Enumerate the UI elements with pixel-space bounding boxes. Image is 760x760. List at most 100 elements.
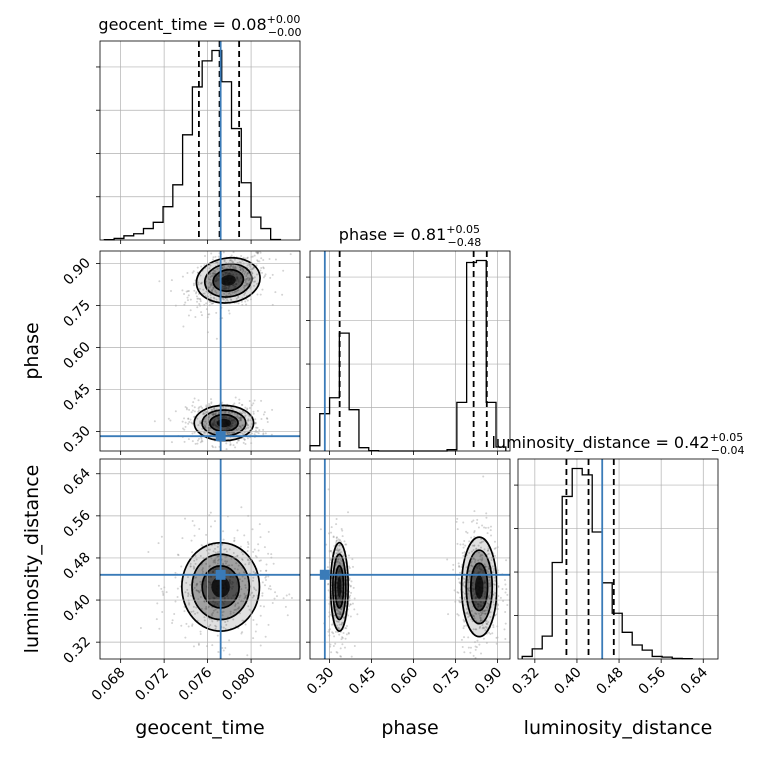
sample-point (473, 544, 476, 547)
sample-point (339, 647, 342, 650)
sample-point (197, 589, 200, 592)
sample-point (490, 558, 493, 561)
sample-point (193, 566, 196, 569)
sample-point (347, 614, 350, 617)
sample-point (187, 290, 190, 293)
sample-point (226, 620, 229, 623)
sample-point (265, 569, 268, 572)
sample-point (241, 271, 244, 274)
sample-point (237, 439, 240, 442)
sample-point (239, 418, 242, 421)
sample-point (212, 611, 215, 614)
sample-point (327, 630, 330, 633)
sample-point (246, 558, 249, 561)
sample-point (211, 272, 214, 275)
sample-point (192, 401, 195, 404)
sample-point (255, 273, 258, 276)
sample-point (474, 628, 477, 631)
sample-point (246, 256, 249, 259)
sample-point (239, 425, 242, 428)
sample-point (181, 420, 184, 423)
sample-point (167, 417, 170, 420)
contour-line (334, 564, 345, 609)
sample-point (188, 408, 191, 411)
sample-point (236, 413, 239, 416)
sample-point (462, 627, 465, 630)
sample-point (489, 529, 492, 532)
sample-point (240, 588, 243, 591)
sample-point (210, 401, 213, 404)
sample-point (212, 273, 215, 276)
sample-point (225, 442, 228, 445)
sample-point (484, 625, 487, 628)
sample-point (347, 511, 350, 514)
sample-point (463, 625, 466, 628)
sample-point (480, 541, 483, 544)
sample-point (274, 258, 277, 261)
sample-point (233, 539, 236, 542)
sample-point (239, 267, 242, 270)
sample-point (249, 247, 251, 249)
sample-point (244, 271, 247, 274)
sample-point (195, 295, 198, 298)
sample-point (189, 562, 192, 565)
sample-point (228, 259, 231, 262)
sample-point (485, 619, 488, 622)
sample-point (458, 581, 461, 584)
sample-point (474, 657, 477, 659)
sample-point (338, 551, 341, 554)
sample-point (487, 552, 490, 555)
sample-point (348, 565, 351, 568)
sample-point (247, 426, 250, 429)
tick-label-x: 0.076 (176, 664, 216, 704)
sample-point (452, 568, 455, 571)
sample-point (155, 618, 158, 621)
sample-point (267, 623, 270, 626)
sample-point (230, 411, 233, 414)
sample-point (333, 635, 336, 638)
sample-point (337, 620, 340, 623)
sample-point (459, 601, 462, 604)
sample-point (259, 559, 262, 562)
sample-point (192, 605, 195, 608)
sample-point (199, 554, 202, 557)
sample-point (243, 592, 246, 595)
sample-point (191, 440, 194, 443)
sample-point (338, 610, 341, 613)
sample-point (458, 565, 461, 568)
tick-label-x: 0.45 (346, 665, 379, 698)
title-upper: +0.05 (446, 223, 480, 236)
sample-point (459, 543, 462, 546)
sample-point (230, 254, 233, 257)
sample-point (349, 615, 352, 618)
sample-point (475, 628, 478, 631)
sample-point (252, 586, 255, 589)
sample-point (231, 266, 234, 269)
sample-point (233, 609, 236, 612)
text-layer: geocent_time = 0.08+0.00 −0.00 phase = 0.8… (21, 13, 745, 739)
sample-point (337, 560, 340, 563)
sample-point (329, 613, 332, 616)
sample-point (242, 256, 245, 259)
sample-point (199, 422, 202, 425)
sample-point (215, 248, 217, 250)
sample-point (255, 589, 258, 592)
sample-point (461, 645, 464, 648)
sample-point (241, 267, 244, 270)
sample-point (270, 553, 273, 556)
sample-point (200, 265, 203, 268)
sample-point (501, 587, 504, 590)
sample-point (233, 246, 235, 248)
sample-point (199, 589, 202, 592)
sample-point (487, 567, 490, 570)
sample-point (341, 535, 344, 538)
sample-point (203, 292, 206, 295)
sample-point (483, 526, 486, 529)
tick-label-x: 0.64 (678, 664, 711, 697)
sample-point (457, 614, 460, 617)
sample-point (456, 528, 459, 531)
sample-point (262, 413, 265, 416)
sample-point (332, 632, 335, 635)
sample-point (245, 278, 248, 281)
sample-point (468, 614, 471, 617)
